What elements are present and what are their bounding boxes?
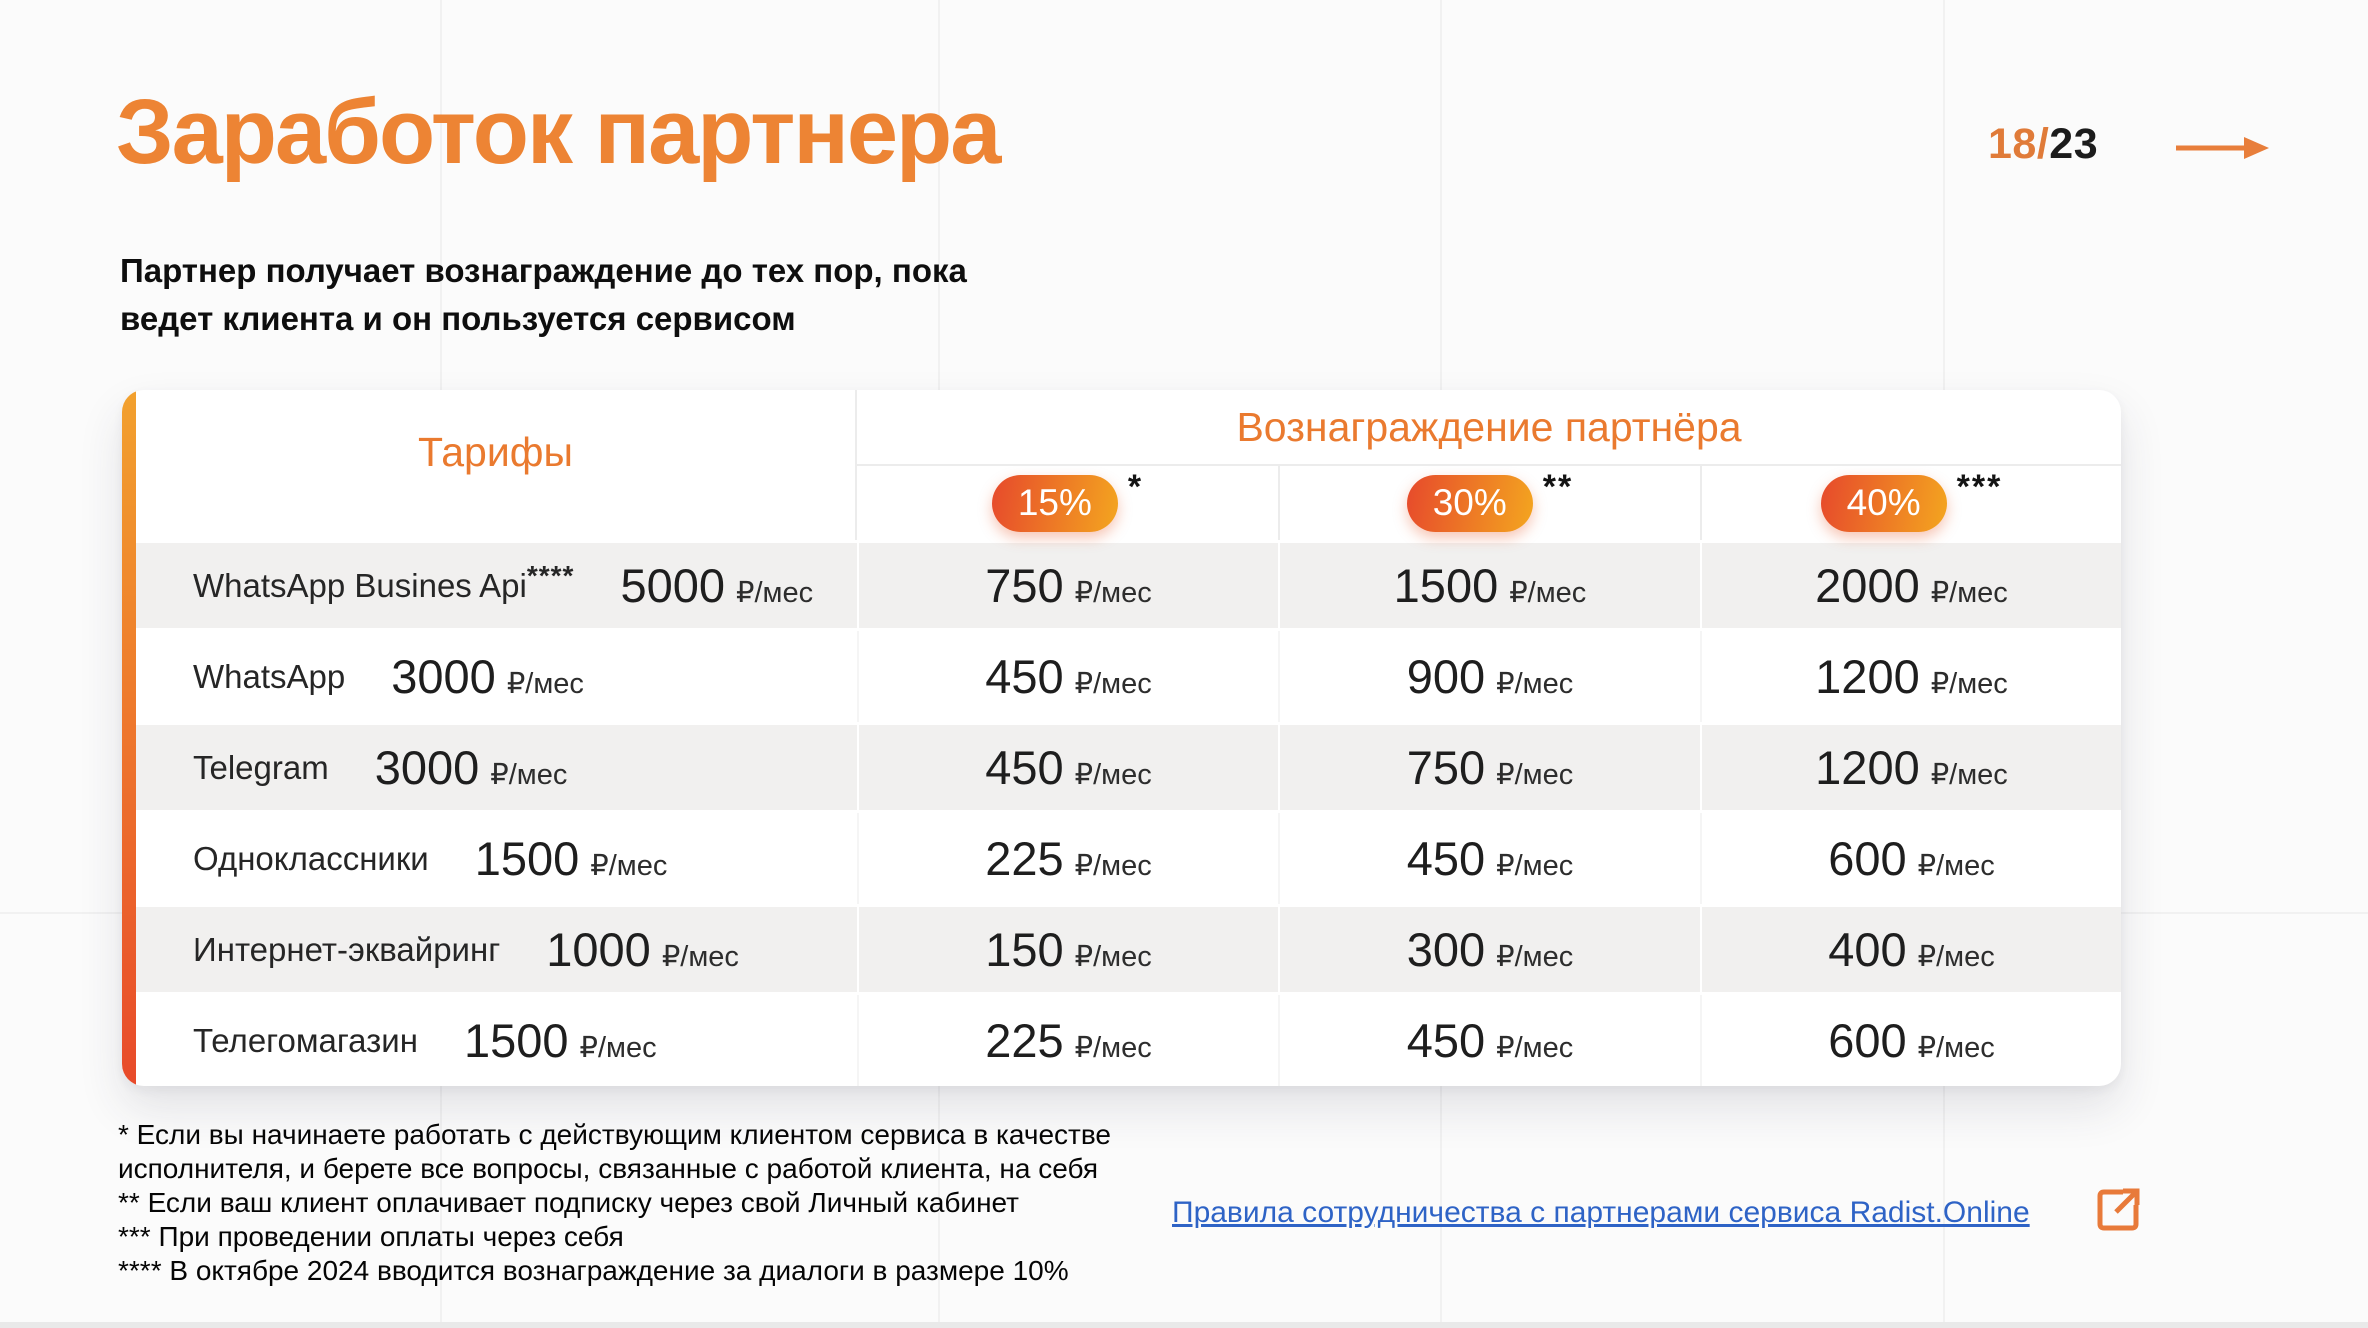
tier-header-40: 40% ***	[1700, 466, 2121, 540]
reward-group-title: Вознаграждение партнёра	[857, 390, 2121, 466]
subtitle-line-2: ведет клиента и он пользуется сервисом	[120, 300, 796, 337]
page-separator: /	[2036, 120, 2050, 168]
tier-header-15: 15% *	[857, 466, 1278, 540]
tariff-cell: Интернет-эквайринг 1000 ₽/мес	[136, 907, 857, 992]
column-header-tariffs: Тарифы	[136, 390, 857, 540]
tariff-label: WhatsApp Busines Api****	[193, 559, 575, 604]
reward-cell: 2000 ₽/мес	[1700, 543, 2121, 628]
reward-cell: 450 ₽/мес	[857, 631, 1278, 722]
reward-cell: 1200 ₽/мес	[1700, 631, 2121, 722]
page-subtitle: Партнер получает вознаграждение до тех п…	[120, 247, 967, 343]
reward-cell: 900 ₽/мес	[1278, 631, 1700, 722]
page-total: 23	[2049, 120, 2099, 168]
tariff-cell: Telegram 3000 ₽/мес	[136, 725, 857, 810]
table-row: WhatsApp Busines Api**** 5000 ₽/мес 750 ₽/…	[136, 540, 2121, 631]
subtitle-line-1: Партнер получает вознаграждение до тех п…	[120, 252, 967, 289]
tier-header-30: 30% **	[1278, 466, 1700, 540]
next-slide-arrow[interactable]	[2172, 126, 2272, 175]
tier-footnote-marker: ***	[1956, 467, 2003, 506]
tier-badge-15: 15%	[991, 474, 1118, 532]
tier-badge-30: 30%	[1406, 474, 1533, 532]
footnote-2: ** Если ваш клиент оплачивает подписку ч…	[118, 1187, 1020, 1218]
external-link-icon[interactable]	[2090, 1182, 2146, 1243]
label-footnote-marker: ****	[526, 559, 575, 591]
reward-cell: 225 ₽/мес	[857, 813, 1278, 904]
reward-cell: 1500 ₽/мес	[1278, 543, 1700, 628]
tariff-cell: WhatsApp Busines Api**** 5000 ₽/мес	[136, 543, 857, 628]
reward-cell: 400 ₽/мес	[1700, 907, 2121, 992]
arrow-right-icon	[2176, 137, 2269, 159]
page-current: 18	[1988, 120, 2037, 168]
tariff-cell: Одноклассники 1500 ₽/мес	[136, 813, 857, 904]
reward-cell: 450 ₽/мес	[857, 725, 1278, 810]
tariff-label: WhatsApp	[193, 657, 346, 695]
tariff-price: 1500 ₽/мес	[463, 1013, 657, 1067]
table-row: Telegram 3000 ₽/мес 450 ₽/мес 750 ₽/мес 120…	[136, 722, 2121, 813]
tariff-label: Telegram	[193, 748, 329, 786]
pricing-table-card: Тарифы Вознаграждение партнёра 15% * 30%…	[122, 390, 2121, 1086]
partner-rules-link[interactable]: Правила сотрудничества с партнерами серв…	[1172, 1196, 2030, 1229]
reward-cell: 600 ₽/мес	[1700, 813, 2121, 904]
page-indicator: 18/23	[1988, 120, 2098, 169]
reward-cell: 600 ₽/мес	[1700, 995, 2121, 1086]
footnote-4: **** В октябре 2024 вводится вознагражде…	[118, 1255, 1069, 1286]
reward-cell: 300 ₽/мес	[1278, 907, 1700, 992]
card-accent-bar	[122, 390, 136, 1086]
table-header: Тарифы Вознаграждение партнёра 15% * 30%…	[136, 390, 2121, 540]
pricing-table: Тарифы Вознаграждение партнёра 15% * 30%…	[136, 390, 2121, 1086]
table-row: Одноклассники 1500 ₽/мес 225 ₽/мес 450 ₽/ме…	[136, 813, 2121, 904]
reward-cell: 1200 ₽/мес	[1700, 725, 2121, 810]
reward-cell: 450 ₽/мес	[1278, 995, 1700, 1086]
tariff-price: 1000 ₽/мес	[546, 922, 739, 976]
table-row: Телегомагазин 1500 ₽/мес 225 ₽/мес 450 ₽/ме…	[136, 995, 2121, 1086]
column-header-reward-group: Вознаграждение партнёра 15% * 30% ** 40%	[857, 390, 2121, 540]
tariff-price: 5000 ₽/мес	[620, 558, 814, 612]
table-row: Интернет-эквайринг 1000 ₽/мес 150 ₽/мес 30…	[136, 904, 2121, 995]
tier-footnote-marker: *	[1127, 467, 1144, 506]
tariff-label: Телегомагазин	[193, 1021, 418, 1059]
table-row: WhatsApp 3000 ₽/мес 450 ₽/мес 900 ₽/мес 120…	[136, 631, 2121, 722]
tariff-cell: Телегомагазин 1500 ₽/мес	[136, 995, 857, 1086]
tariff-cell: WhatsApp 3000 ₽/мес	[136, 631, 857, 722]
tier-header-row: 15% * 30% ** 40% ***	[857, 466, 2121, 540]
tier-footnote-marker: **	[1542, 467, 1574, 506]
reward-cell: 750 ₽/мес	[1278, 725, 1700, 810]
tariff-price: 3000 ₽/мес	[374, 740, 568, 794]
tariff-label: Интернет-эквайринг	[193, 930, 501, 968]
reward-cell: 750 ₽/мес	[857, 543, 1278, 628]
reward-cell: 450 ₽/мес	[1278, 813, 1700, 904]
footnote-1: * Если вы начинаете работать с действующ…	[118, 1119, 1111, 1184]
footnotes: * Если вы начинаете работать с действующ…	[118, 1118, 1123, 1288]
bottom-edge	[0, 1322, 2368, 1328]
footnote-3: *** При проведении оплаты через себя	[118, 1221, 624, 1252]
tier-badge-40: 40%	[1820, 474, 1947, 532]
reward-cell: 225 ₽/мес	[857, 995, 1278, 1086]
tariff-price: 3000 ₽/мес	[391, 649, 584, 703]
reward-cell: 150 ₽/мес	[857, 907, 1278, 992]
tariff-label: Одноклассники	[193, 839, 429, 877]
tariff-price: 1500 ₽/мес	[474, 831, 668, 885]
page-title: Заработок партнера	[116, 81, 1001, 183]
